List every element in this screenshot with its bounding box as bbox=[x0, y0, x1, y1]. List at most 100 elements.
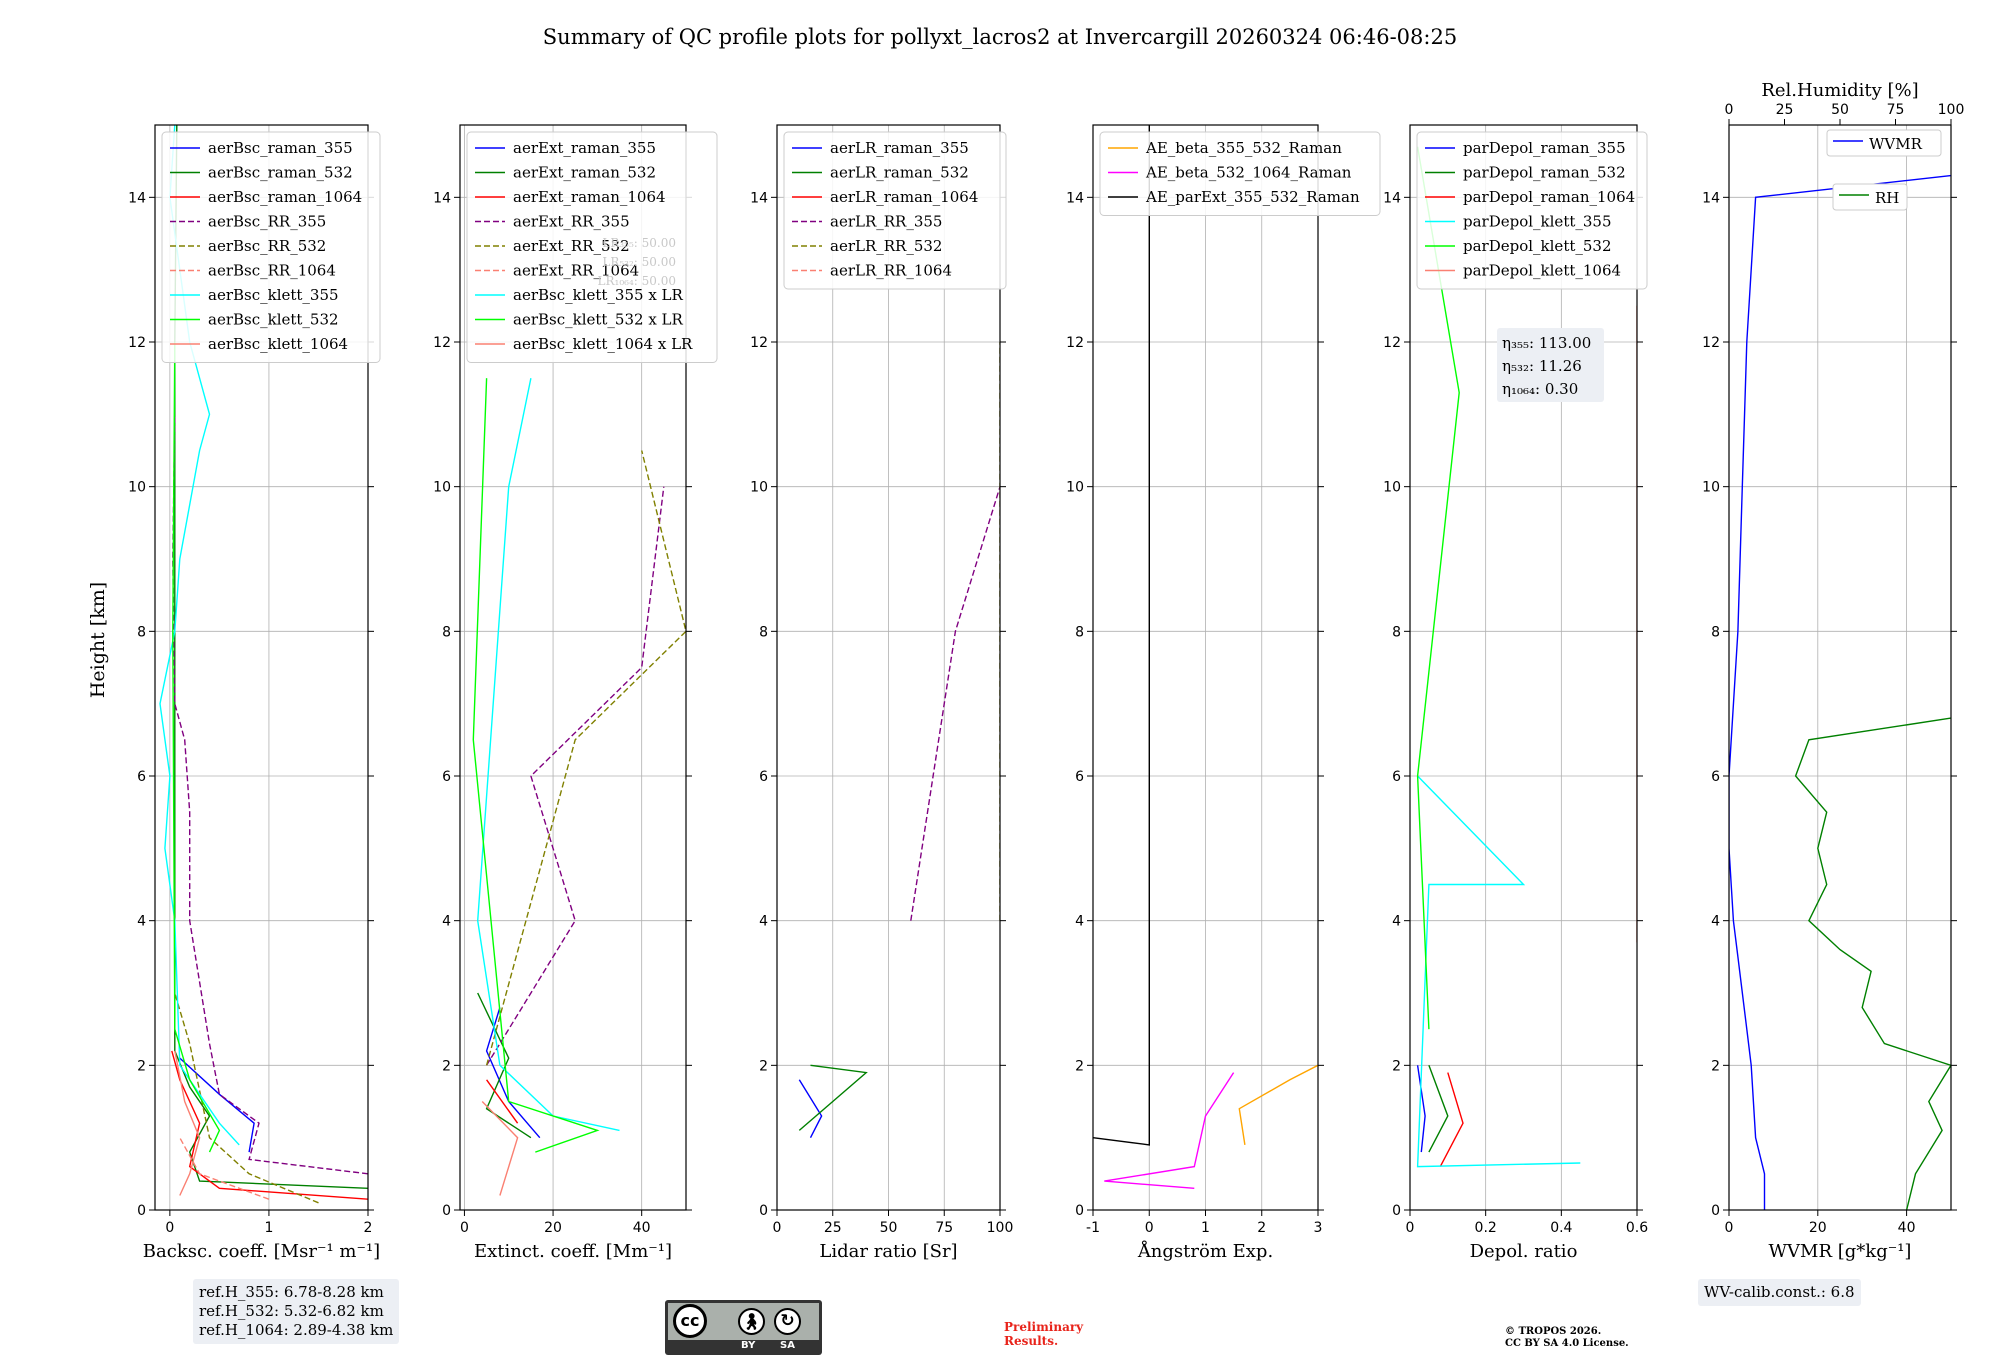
legend-label: AE_parExt_355_532_Raman bbox=[1145, 188, 1360, 206]
axes-frame bbox=[1728, 124, 1952, 1211]
y-tick-label: 14 bbox=[1066, 190, 1084, 206]
y-tick-label: 6 bbox=[1392, 769, 1401, 785]
plot-area-angstrom bbox=[1093, 125, 1318, 1189]
x-axis-label: WVMR [g*kg⁻¹] bbox=[1769, 1241, 1912, 1262]
eta-label: η₁₀₆₄: 0.30 bbox=[1502, 380, 1578, 398]
plot-area-extinction bbox=[472, 378, 686, 1196]
legend-label: aerBsc_klett_532 bbox=[208, 311, 339, 329]
legend-label: aerLR_raman_355 bbox=[830, 139, 969, 157]
x2-axis-label: Rel.Humidity [%] bbox=[1761, 80, 1918, 101]
y-tick-label: 2 bbox=[1711, 1058, 1720, 1074]
y-tick-label: 14 bbox=[433, 190, 451, 206]
series-aerBsc_RR_532 bbox=[174, 992, 319, 1204]
legend-label: aerBsc_RR_355 bbox=[208, 213, 326, 231]
panel-water-vapour: 0 20 40 0 2 4 6 8 10 12 14 WVMR [g*kg⁻¹] 0 25 50 75 100 R… bbox=[1702, 80, 1965, 1262]
y-tick-label: 2 bbox=[1392, 1058, 1401, 1074]
x-tick-label: 0 bbox=[773, 1220, 782, 1236]
legend-label: aerBsc_raman_1064 bbox=[208, 188, 362, 206]
x-tick-label: 0.2 bbox=[1475, 1220, 1497, 1236]
x-tick-label: 100 bbox=[987, 1220, 1014, 1236]
series-parDepol_klett_355 bbox=[1416, 775, 1581, 1168]
series-parDepol_raman_532 bbox=[1428, 1065, 1449, 1153]
y-axis-label: Height [km] bbox=[87, 582, 109, 698]
x-tick-label: -1 bbox=[1086, 1220, 1100, 1236]
x-tick-label: 1 bbox=[1201, 1220, 1210, 1236]
legend-label: parDepol_raman_355 bbox=[1463, 139, 1626, 157]
share-alike-icon: ↻ bbox=[774, 1308, 801, 1335]
legend-label: parDepol_raman_532 bbox=[1463, 164, 1626, 182]
y-tick-label: 10 bbox=[1702, 480, 1720, 496]
y-tick-label: 0 bbox=[759, 1203, 768, 1219]
legend-label: parDepol_klett_1064 bbox=[1463, 262, 1621, 280]
legend-box bbox=[1832, 183, 1908, 211]
y-tick-label: 0 bbox=[1392, 1203, 1401, 1219]
eta-box bbox=[1497, 328, 1604, 402]
y-tick-label: 0 bbox=[1711, 1203, 1720, 1219]
series-aerBsc_klett_355 x LR bbox=[476, 378, 620, 1132]
y-tick-label: 12 bbox=[1702, 335, 1720, 351]
x2-tick-label: 75 bbox=[1887, 102, 1905, 118]
legend-label: parDepol_klett_355 bbox=[1463, 213, 1612, 231]
legend-label: aerBsc_klett_355 bbox=[208, 286, 339, 304]
y-tick-label: 10 bbox=[433, 480, 451, 496]
x-tick-label: 0 bbox=[460, 1220, 469, 1236]
legend-box bbox=[1416, 131, 1648, 290]
x-tick-label: 20 bbox=[544, 1220, 562, 1236]
eta-label: η₃₅₅: 113.00 bbox=[1502, 334, 1591, 352]
x-tick-label: 3 bbox=[1314, 1220, 1323, 1236]
series-aerExt_raman_355 bbox=[485, 1007, 541, 1139]
series-aerBsc_raman_1064 bbox=[171, 1050, 368, 1200]
x-tick-label: 40 bbox=[633, 1220, 651, 1236]
y-tick-label: 2 bbox=[759, 1058, 768, 1074]
reference-height-box: ref.H_355: 6.78-8.28 km ref.H_532: 5.32-… bbox=[193, 1279, 400, 1344]
series-aerBsc_klett_1064 bbox=[174, 1050, 201, 1196]
legend-label: aerBsc_klett_1064 x LR bbox=[513, 335, 693, 353]
x2-tick-label: 100 bbox=[1938, 102, 1965, 118]
series-parDepol_raman_1064 bbox=[1439, 1072, 1464, 1167]
x-axis-label: Extinct. coeff. [Mm⁻¹] bbox=[474, 1241, 672, 1262]
legend-label: aerExt_raman_532 bbox=[513, 164, 656, 182]
x-axis-label: Lidar ratio [Sr] bbox=[819, 1241, 957, 1262]
x-tick-label: 0.6 bbox=[1626, 1220, 1648, 1236]
panel-lidar-ratio: 0 25 50 75 100 0 2 4 6 8 10 12 14 Lidar ratio [Sr] aer… bbox=[750, 124, 1014, 1262]
cc-logo-icon: cc bbox=[673, 1304, 707, 1338]
copyright-note: © TROPOS 2026. CC BY SA 4.0 License. bbox=[1505, 1326, 1629, 1349]
series-aerBsc_klett_532 bbox=[172, 341, 221, 1153]
y-tick-label: 12 bbox=[433, 335, 451, 351]
y-tick-label: 4 bbox=[1075, 914, 1084, 930]
y-tick-label: 10 bbox=[750, 480, 768, 496]
y-tick-label: 2 bbox=[137, 1058, 146, 1074]
series-aerExt_RR_355 bbox=[486, 486, 665, 1066]
x-tick-label: 0 bbox=[165, 1220, 174, 1236]
series-AE_beta_355_532_Raman bbox=[1238, 1064, 1318, 1146]
cc-license-badge: cc 🚶︎ ↻ BY SA bbox=[665, 1300, 822, 1355]
legend-box bbox=[466, 131, 718, 363]
y-tick-label: 4 bbox=[1711, 914, 1720, 930]
y-tick-label: 2 bbox=[442, 1058, 451, 1074]
panel-depol: 0 0.2 0.4 0.6 0 2 4 6 8 10 12 14 Depol. ratio parDepo… bbox=[1383, 124, 1648, 1262]
y-tick-label: 10 bbox=[128, 480, 146, 496]
y-tick-label: 4 bbox=[759, 914, 768, 930]
x-tick-label: 75 bbox=[935, 1220, 953, 1236]
series-aerLR_RR_355 bbox=[910, 486, 1000, 921]
x-tick-label: 2 bbox=[1257, 1220, 1266, 1236]
x-tick-label: 0 bbox=[1145, 1220, 1154, 1236]
series-aerExt_raman_1064 bbox=[486, 1079, 519, 1124]
y-tick-label: 12 bbox=[1066, 335, 1084, 351]
legend-label: aerLR_raman_532 bbox=[830, 164, 969, 182]
plot-area-lidar-ratio bbox=[798, 342, 1000, 1139]
plot-area-backscatter bbox=[159, 125, 368, 1204]
series-parDepol_raman_355 bbox=[1416, 1065, 1426, 1153]
y-tick-label: 14 bbox=[128, 190, 146, 206]
x2-tick-label: 50 bbox=[1831, 102, 1849, 118]
x-tick-label: 1 bbox=[264, 1220, 273, 1236]
y-tick-label: 8 bbox=[759, 624, 768, 640]
legend-label: AE_beta_532_1064_Raman bbox=[1145, 164, 1352, 182]
x-tick-label: 0 bbox=[1406, 1220, 1415, 1236]
y-tick-label: 4 bbox=[1392, 914, 1401, 930]
series-aerBsc_raman_532 bbox=[174, 125, 368, 1189]
legend-label: aerExt_RR_532 bbox=[513, 237, 630, 255]
y-tick-label: 10 bbox=[1066, 480, 1084, 496]
